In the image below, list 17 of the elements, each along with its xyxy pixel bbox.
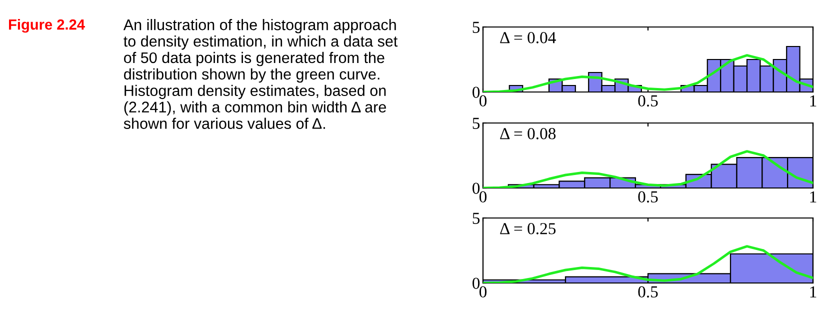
x-tick-label: 0.5 (638, 95, 658, 107)
x-tick-label: 1 (810, 191, 816, 202)
y-tick-label: 0 (472, 278, 480, 289)
annotation: Δ = 0.08 (500, 128, 556, 140)
annotation: Δ = 0.04 (500, 32, 556, 44)
y-tick-label: 5 (472, 118, 480, 129)
text: An illustration of the histogram approach to density estimation, in which a data set of 50 data points is generated from the distribution shown by the green curve. Histogram density estimates, based on (2.241), with a common bin width Δ are shown for various values of Δ. (123, 19, 398, 129)
y-tick-label: 5 (472, 22, 480, 33)
y-tick-label: 5 (472, 212, 480, 224)
annotation: Δ = 0.25 (500, 223, 556, 234)
y-tick-label: 0 (472, 182, 480, 194)
text: Figure 2.24 (9, 19, 85, 33)
x-tick-label: 1 (810, 95, 816, 106)
x-tick-label: 0.5 (638, 191, 658, 203)
x-tick-label: 1 (810, 286, 816, 298)
y-tick-label: 0 (472, 86, 480, 98)
x-tick-label: 0.5 (638, 286, 658, 298)
